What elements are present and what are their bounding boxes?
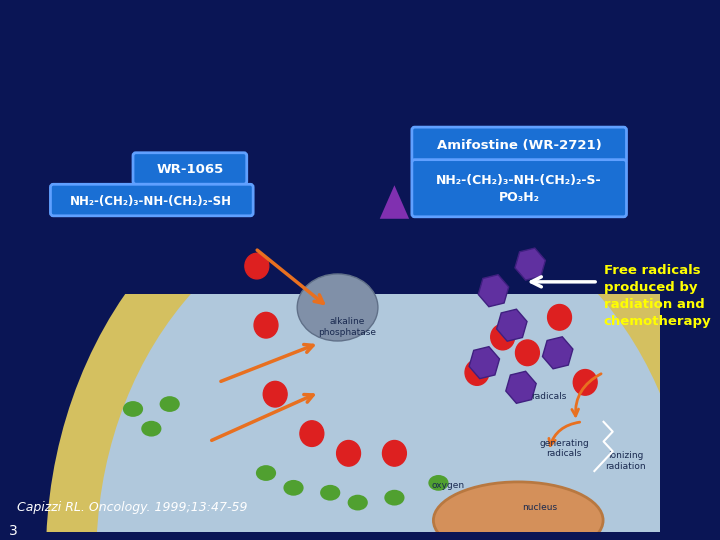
- Text: NH₂-(CH₂)₃-NH-(CH₂)₂-S-
PO₃H₂: NH₂-(CH₂)₃-NH-(CH₂)₂-S- PO₃H₂: [436, 174, 602, 204]
- Polygon shape: [379, 185, 409, 219]
- Text: Mechanism of: Mechanism of: [218, 18, 522, 56]
- Circle shape: [548, 305, 572, 330]
- Text: Amifostine (WR-2721): Amifostine (WR-2721): [437, 139, 601, 152]
- Ellipse shape: [160, 396, 180, 412]
- FancyBboxPatch shape: [412, 127, 626, 163]
- Circle shape: [465, 360, 489, 386]
- Text: WR-1065: WR-1065: [156, 163, 223, 176]
- Ellipse shape: [384, 490, 405, 505]
- Circle shape: [382, 441, 406, 466]
- FancyBboxPatch shape: [50, 184, 253, 216]
- Ellipse shape: [123, 401, 143, 417]
- Text: Action: Action: [17, 57, 155, 95]
- FancyBboxPatch shape: [412, 160, 626, 217]
- Ellipse shape: [428, 475, 449, 491]
- Ellipse shape: [297, 274, 378, 341]
- Text: Capizzi RL. Oncology. 1999;13:47-59: Capizzi RL. Oncology. 1999;13:47-59: [17, 501, 247, 514]
- Circle shape: [573, 369, 597, 395]
- Text: alkaline
phosphatase: alkaline phosphatase: [318, 318, 376, 337]
- Circle shape: [491, 324, 515, 350]
- Text: 3: 3: [9, 524, 18, 538]
- Circle shape: [264, 381, 287, 407]
- Text: NH₂-(CH₂)₃-NH-(CH₂)₂-SH: NH₂-(CH₂)₃-NH-(CH₂)₂-SH: [71, 194, 233, 207]
- Ellipse shape: [256, 465, 276, 481]
- Text: Amifostine:: Amifostine:: [17, 18, 282, 56]
- Ellipse shape: [320, 485, 341, 501]
- Circle shape: [300, 421, 324, 447]
- Ellipse shape: [46, 143, 720, 540]
- Circle shape: [516, 340, 539, 366]
- FancyBboxPatch shape: [133, 153, 247, 184]
- Ellipse shape: [141, 421, 161, 436]
- Text: ionizing
radiation: ionizing radiation: [606, 451, 646, 471]
- Text: nucleus: nucleus: [522, 503, 557, 511]
- Bar: [0, 0, 660, 294]
- Text: radicals: radicals: [531, 392, 566, 401]
- Text: Free radicals
produced by
radiation and
chemotherapy: Free radicals produced by radiation and …: [603, 264, 711, 328]
- Ellipse shape: [284, 480, 304, 496]
- Circle shape: [245, 253, 269, 279]
- Circle shape: [254, 313, 278, 338]
- Ellipse shape: [96, 197, 693, 540]
- Circle shape: [337, 441, 361, 466]
- Text: generating
radicals: generating radicals: [539, 438, 589, 458]
- Ellipse shape: [433, 482, 603, 540]
- Ellipse shape: [348, 495, 368, 510]
- Text: oxygen: oxygen: [431, 481, 464, 490]
